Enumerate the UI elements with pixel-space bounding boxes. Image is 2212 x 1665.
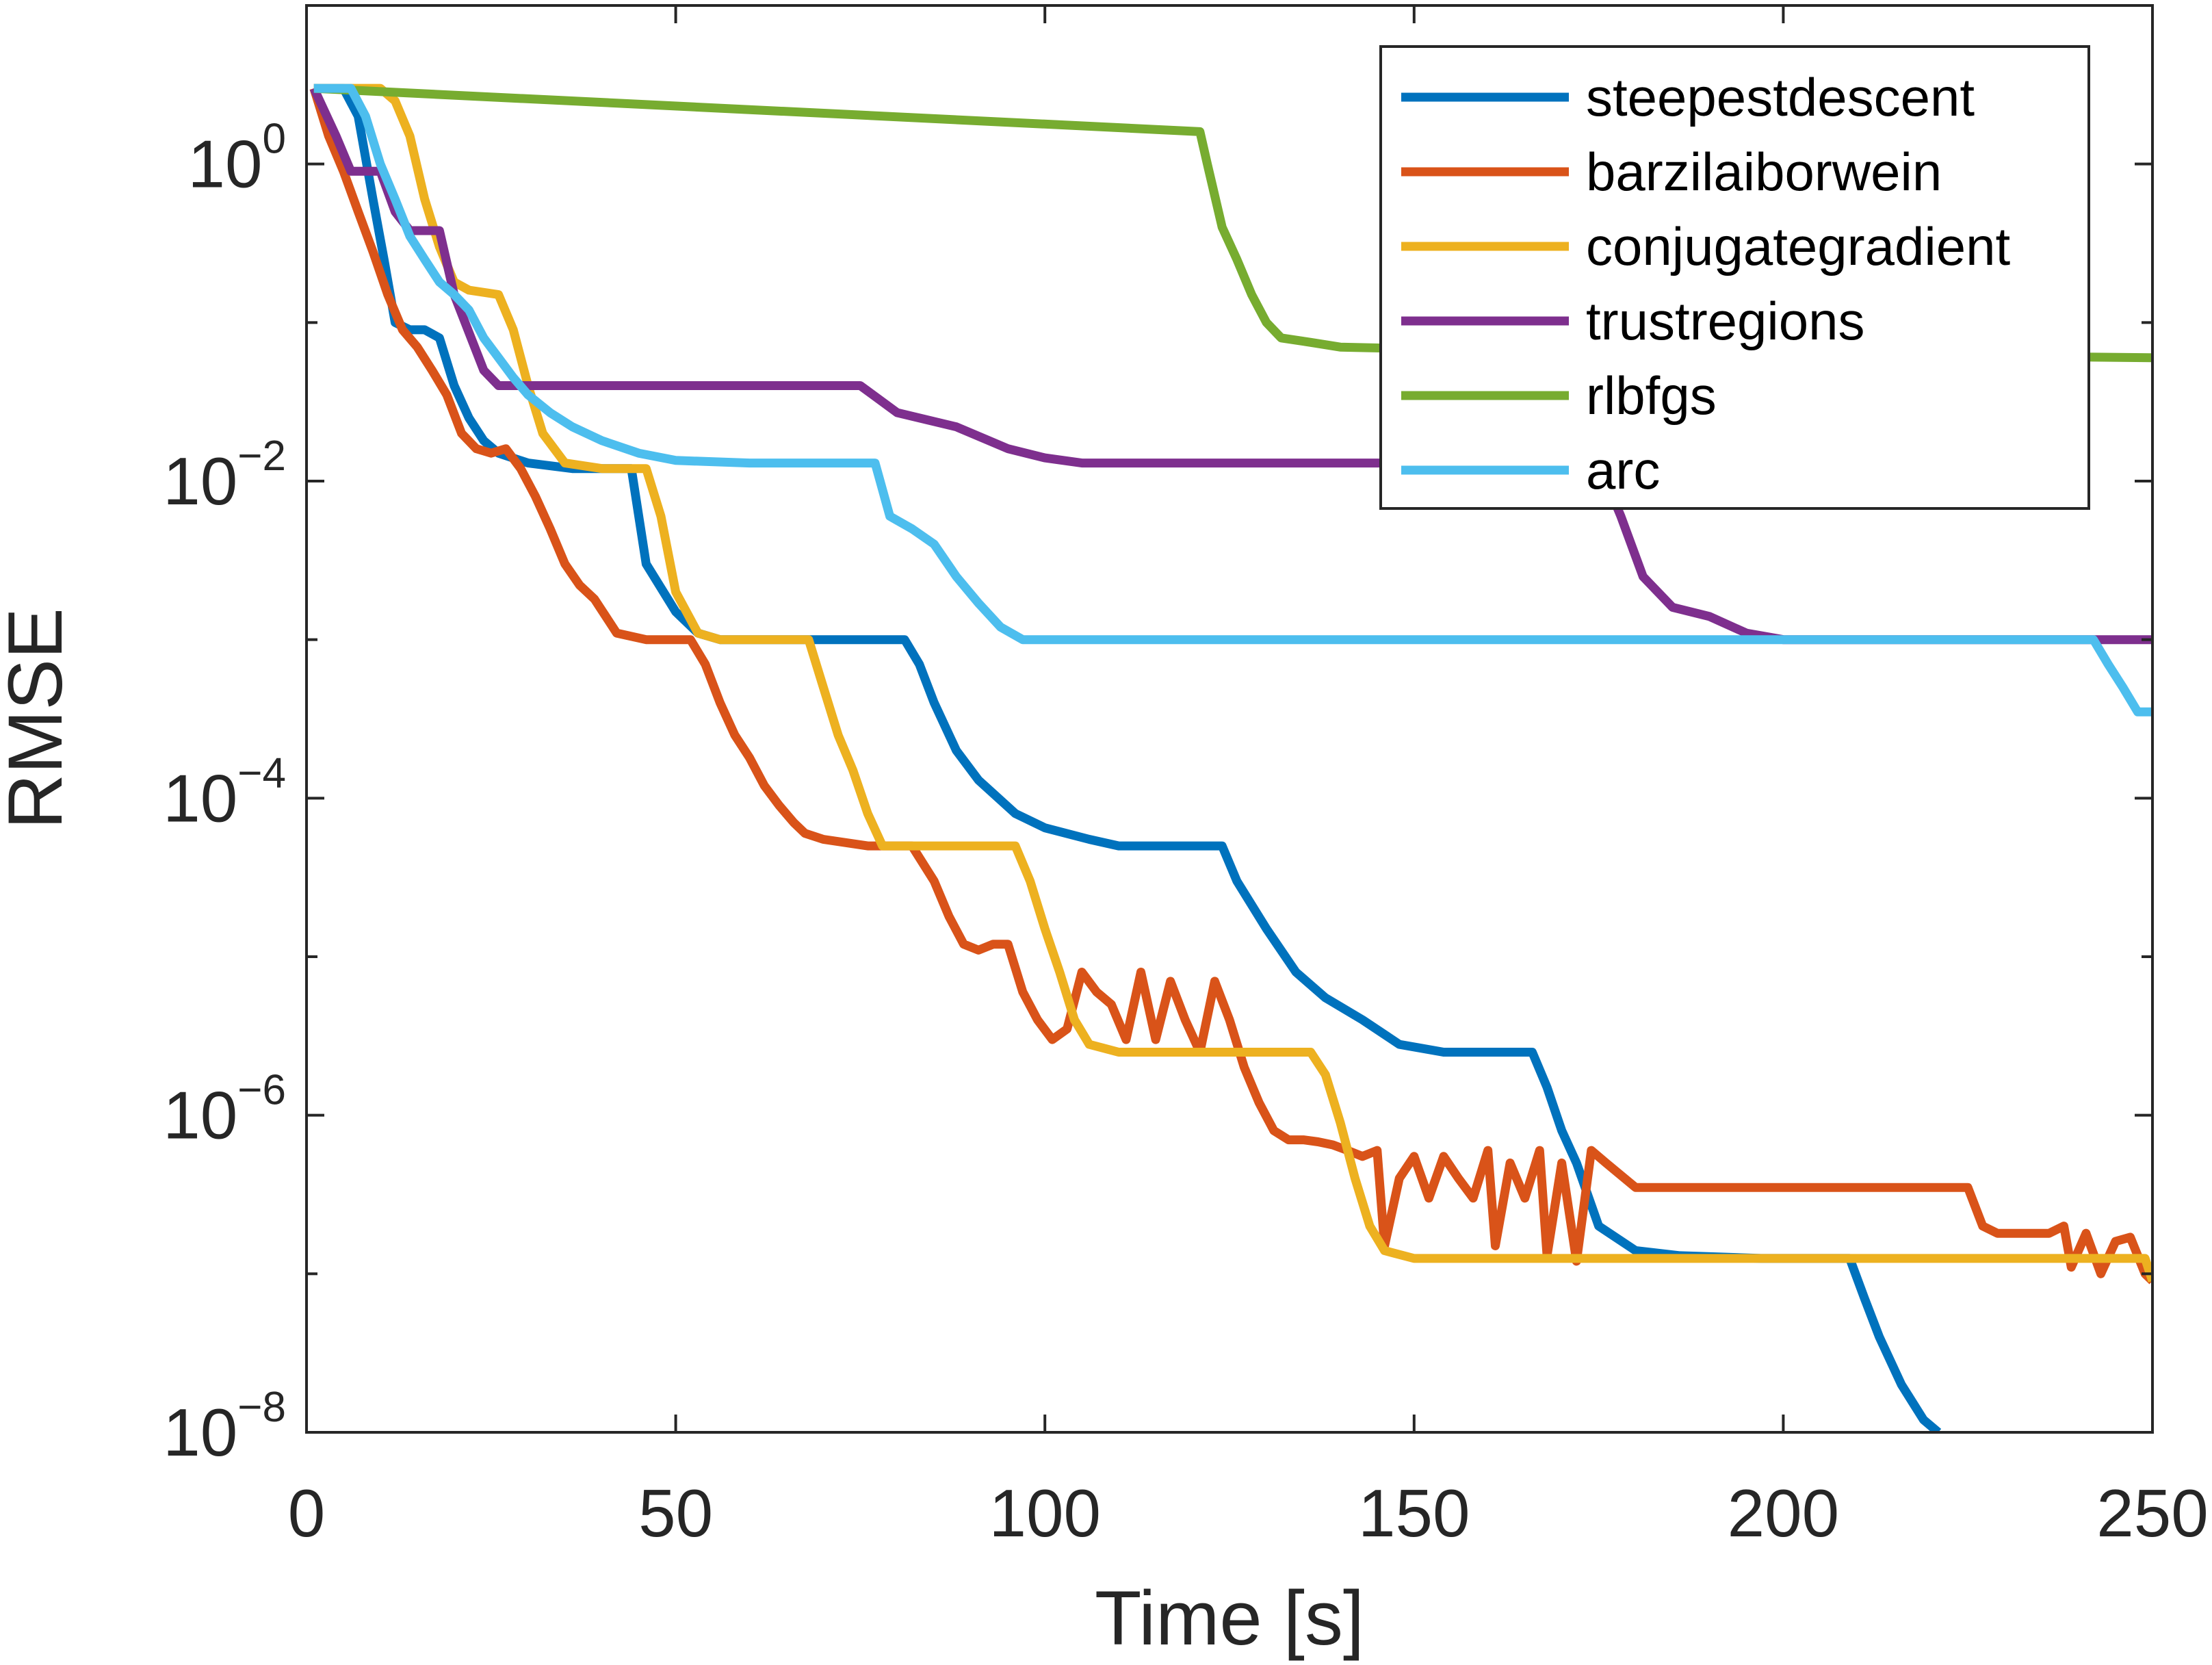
axes-box bbox=[305, 4, 2154, 1434]
series-line-arc bbox=[313, 83, 2152, 717]
y-tick-label-0: 100 bbox=[188, 116, 287, 202]
y-axis-label: RMSE bbox=[0, 608, 78, 829]
series-line-barzilaiborwein bbox=[309, 87, 2152, 1285]
x-tick-labels: 0 50 100 150 200 250 bbox=[288, 1475, 2209, 1551]
series-line-steepestdescent bbox=[313, 83, 1942, 1432]
x-tick-label-4: 200 bbox=[1728, 1475, 1840, 1551]
x-tick-label-1: 50 bbox=[638, 1475, 713, 1551]
x-tick-label-2: 100 bbox=[989, 1475, 1101, 1551]
y-tick-label-1: 10−2 bbox=[163, 433, 286, 519]
legend-box bbox=[1379, 45, 2090, 510]
legend-label-trustregions: trustregions bbox=[1586, 291, 1865, 351]
legend-label-arc: arc bbox=[1586, 440, 1660, 500]
legend: steepestdescent barzilaiborwein conjugateg… bbox=[1379, 45, 2090, 510]
legend-label-conjugategradient: conjugategradient bbox=[1586, 216, 2010, 276]
axis-ticks bbox=[305, 4, 2154, 1434]
plot-area bbox=[305, 4, 2154, 1434]
y-tick-labels: 100 10−2 10−4 10−6 10−8 bbox=[163, 116, 286, 1470]
series-line-conjugategradient bbox=[313, 83, 2152, 1282]
x-axis-label: Time [s] bbox=[1095, 1575, 1364, 1661]
y-tick-label-4: 10−8 bbox=[163, 1384, 286, 1470]
y-tick-label-2: 10−4 bbox=[163, 749, 286, 836]
y-tick-label-3: 10−6 bbox=[163, 1067, 286, 1153]
legend-label-rlbfgs: rlbfgs bbox=[1586, 365, 1717, 426]
series-lines bbox=[309, 83, 2152, 1432]
legend-label-steepestdescent: steepestdescent bbox=[1586, 67, 1975, 127]
legend-items: steepestdescent barzilaiborwein conjugateg… bbox=[1401, 67, 2010, 500]
x-tick-label-5: 250 bbox=[2096, 1475, 2209, 1551]
legend-label-barzilaiborwein: barzilaiborwein bbox=[1586, 142, 1942, 202]
x-tick-label-3: 150 bbox=[1358, 1475, 1470, 1551]
x-tick-label-0: 0 bbox=[288, 1475, 326, 1551]
series-line-trustregions bbox=[309, 86, 2152, 645]
